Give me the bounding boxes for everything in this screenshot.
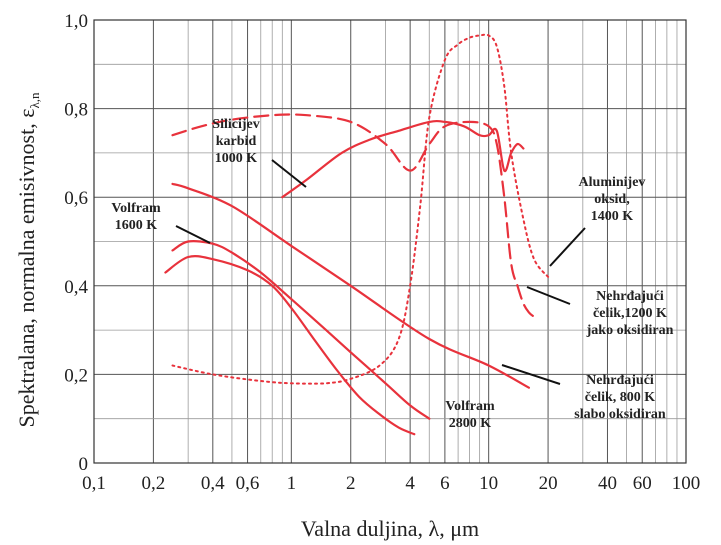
- leader-line: [501, 364, 561, 385]
- annotation-line: karbid: [216, 134, 257, 149]
- x-tick-label: 6: [440, 473, 450, 494]
- annotation-volfram-2800k: Volfram 2800 K: [445, 399, 495, 431]
- series-group: [164, 33, 550, 436]
- x-axis-title: Valna duljina, λ, μm: [301, 516, 479, 541]
- annotation-line: čelik, 800 K: [585, 390, 655, 405]
- x-tick-label: 100: [672, 473, 701, 494]
- x-tick-label: 60: [633, 473, 652, 494]
- y-axis-title-group: Spektralana, normalna emisivnost, ελ,n: [14, 92, 42, 428]
- annotation-line: slabo oksidiran: [574, 407, 666, 422]
- x-tick-label: 0,6: [236, 473, 260, 494]
- leader-line: [175, 225, 211, 244]
- series-line-volfram-1600k: [171, 240, 431, 420]
- y-axis-subscript: λ,n: [27, 92, 42, 109]
- annotation-line: jako oksidiran: [586, 323, 674, 338]
- grid: [94, 19, 686, 463]
- annotation-line: čelik,1200 K: [593, 306, 667, 321]
- annotation-silicijev-karbid: Silicijev karbid 1000 K: [212, 117, 307, 188]
- annotation-line: 1400 K: [591, 209, 634, 224]
- annotation-line: 1600 K: [115, 218, 158, 233]
- annotation-volfram-1600k: Volfram 1600 K: [111, 201, 211, 244]
- plot-border: [93, 19, 687, 464]
- leader-line: [271, 159, 307, 188]
- leader-line: [526, 286, 571, 305]
- series-line-silicijev-karbid: [281, 119, 525, 199]
- x-tick-label: 4: [405, 473, 415, 494]
- y-axis-title: Spektralana, normalna emisivnost, ε: [14, 109, 39, 428]
- annotation-line: Nehrđajući: [596, 289, 664, 304]
- x-tick-label: 20: [539, 473, 558, 494]
- x-tick-label: 0,2: [142, 473, 166, 494]
- svg-text:Spektralana, normalna emisivno: Spektralana, normalna emisivnost, ελ,n: [14, 92, 42, 428]
- x-tick-label: 0,4: [201, 473, 225, 494]
- y-tick-label: 0,2: [64, 365, 88, 386]
- annotation-aluminijev-oksid: Aluminijev oksid, 1400 K: [549, 175, 646, 267]
- series-line-nehrdajuci-celik-1200k: [171, 113, 536, 318]
- x-tick-label: 1: [287, 473, 297, 494]
- x-tick-label: 10: [479, 473, 498, 494]
- annotation-nehrdajuci-celik-1200k: Nehrđajući čelik,1200 K jako oksidiran: [526, 286, 674, 338]
- y-tick-label: 0,4: [64, 277, 88, 298]
- series-line-nehrdajuci-celik-800k: [171, 182, 530, 389]
- annotation-line: Nehrđajući: [586, 373, 654, 388]
- y-tick-label: 0,6: [64, 188, 88, 209]
- x-tick-labels: 0,1 0,2 0,4 0,6 1 2 4 6 10 20 40 60 100: [82, 473, 700, 494]
- annotation-line: Silicijev: [212, 117, 259, 132]
- x-tick-label: 2: [346, 473, 356, 494]
- annotation-line: oksid,: [594, 192, 629, 207]
- series-line-aluminijev-oksid: [171, 33, 550, 385]
- annotation-line: 2800 K: [449, 416, 492, 431]
- annotation-line: Aluminijev: [579, 175, 646, 190]
- y-tick-label: 0,8: [64, 100, 88, 121]
- annotation-line: Volfram: [445, 399, 495, 414]
- x-tick-label: 0,1: [82, 473, 106, 494]
- y-tick-labels: 0 0,2 0,4 0,6 0,8 1,0: [64, 11, 88, 475]
- y-tick-label: 1,0: [64, 11, 88, 32]
- plot-frame: [93, 19, 687, 464]
- annotation-line: 1000 K: [215, 151, 258, 166]
- y-tick-label: 0: [79, 454, 89, 475]
- series-line-volfram-2800k: [164, 255, 416, 436]
- leader-line: [549, 227, 586, 267]
- x-tick-label: 40: [598, 473, 617, 494]
- annotation-nehrdajuci-celik-800k: Nehrđajući čelik, 800 K slabo oksidiran: [501, 364, 666, 422]
- annotations: Silicijev karbid 1000 K Aluminijev oksid, 140…: [111, 117, 673, 431]
- annotation-line: Volfram: [111, 201, 161, 216]
